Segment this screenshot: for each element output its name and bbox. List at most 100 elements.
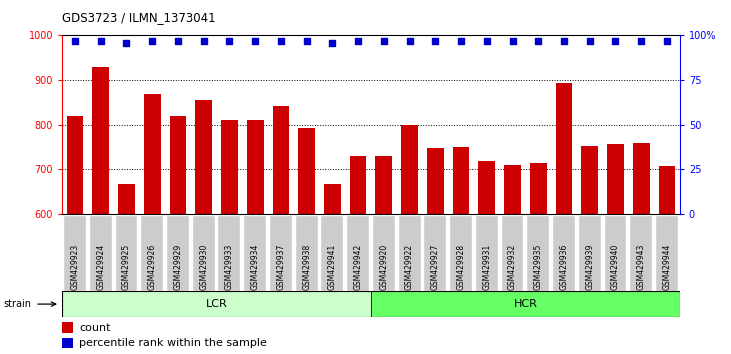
Bar [425, 216, 446, 292]
Bar [270, 216, 292, 292]
Text: GSM429939: GSM429939 [586, 244, 594, 291]
Point [95, 38, 107, 44]
Text: GSM429920: GSM429920 [379, 244, 388, 291]
Point [532, 38, 544, 44]
Bar [501, 216, 523, 292]
Bar [452, 147, 469, 214]
Text: GSM429928: GSM429928 [457, 244, 466, 291]
Bar [167, 216, 189, 292]
Bar [349, 156, 366, 214]
Bar [504, 165, 521, 214]
Bar [553, 216, 575, 292]
Bar [118, 184, 135, 214]
Text: GSM429944: GSM429944 [662, 244, 672, 291]
Point [275, 38, 287, 44]
Bar [62, 291, 371, 317]
Text: GSM429942: GSM429942 [354, 244, 363, 291]
Point [172, 38, 183, 44]
Text: GSM429925: GSM429925 [122, 244, 131, 291]
Point [635, 38, 647, 44]
Point [378, 38, 390, 44]
Bar [376, 156, 393, 214]
Bar [219, 216, 240, 292]
Bar [478, 161, 495, 214]
Text: GSM429935: GSM429935 [534, 244, 543, 291]
Text: GSM429936: GSM429936 [559, 244, 569, 291]
Bar [296, 216, 317, 292]
Bar [527, 216, 549, 292]
Point [507, 38, 518, 44]
Text: GSM429943: GSM429943 [637, 244, 645, 291]
Point [69, 38, 81, 44]
Bar [90, 216, 112, 292]
Text: GSM429932: GSM429932 [508, 244, 517, 291]
Text: GSM429924: GSM429924 [96, 244, 105, 291]
Point [661, 38, 673, 44]
Bar [556, 83, 572, 214]
Bar [633, 143, 650, 214]
Point [455, 38, 467, 44]
Point [352, 38, 364, 44]
Bar [115, 216, 137, 292]
Bar [62, 337, 73, 348]
Text: GSM429941: GSM429941 [328, 244, 337, 291]
Bar [244, 216, 266, 292]
Text: GSM429940: GSM429940 [611, 244, 620, 291]
Point [610, 38, 621, 44]
Text: GSM429930: GSM429930 [199, 244, 208, 291]
Bar [373, 216, 395, 292]
Bar [273, 105, 289, 214]
Text: GSM429933: GSM429933 [225, 244, 234, 291]
Bar [347, 216, 369, 292]
Point [481, 38, 493, 44]
Bar [64, 216, 86, 292]
Bar [195, 100, 212, 214]
Text: HCR: HCR [513, 299, 537, 309]
Point [584, 38, 596, 44]
Bar [607, 144, 624, 214]
Bar [579, 216, 601, 292]
Point [198, 38, 210, 44]
Text: GSM429931: GSM429931 [482, 244, 491, 291]
Text: LCR: LCR [205, 299, 227, 309]
Bar [67, 116, 83, 214]
Text: GSM429929: GSM429929 [173, 244, 183, 291]
Bar [656, 216, 678, 292]
Bar [322, 216, 344, 292]
Point [300, 38, 312, 44]
Text: GSM429926: GSM429926 [148, 244, 156, 291]
Text: GSM429927: GSM429927 [431, 244, 440, 291]
Text: GSM429923: GSM429923 [70, 244, 80, 291]
Bar [581, 146, 598, 214]
Text: GDS3723 / ILMN_1373041: GDS3723 / ILMN_1373041 [62, 11, 216, 24]
Bar [298, 128, 315, 214]
Text: strain: strain [4, 299, 31, 309]
Bar [427, 148, 444, 214]
Text: GSM429922: GSM429922 [405, 244, 414, 291]
Point [327, 40, 338, 45]
Bar [371, 291, 680, 317]
Point [430, 38, 442, 44]
Bar [62, 322, 73, 333]
Bar [247, 120, 264, 214]
Text: GSM429937: GSM429937 [276, 244, 285, 291]
Bar [398, 216, 420, 292]
Text: percentile rank within the sample: percentile rank within the sample [80, 338, 268, 348]
Bar [450, 216, 472, 292]
Bar [324, 184, 341, 214]
Text: count: count [80, 323, 111, 333]
Bar [221, 120, 238, 214]
Bar [141, 216, 163, 292]
Bar [193, 216, 215, 292]
Point [121, 40, 132, 45]
Point [249, 38, 261, 44]
Bar [530, 163, 547, 214]
Bar [92, 67, 109, 214]
Bar [605, 216, 626, 292]
Text: GSM429934: GSM429934 [251, 244, 260, 291]
Point [146, 38, 158, 44]
Point [404, 38, 415, 44]
Bar [659, 166, 675, 214]
Bar [144, 93, 161, 214]
Point [558, 38, 570, 44]
